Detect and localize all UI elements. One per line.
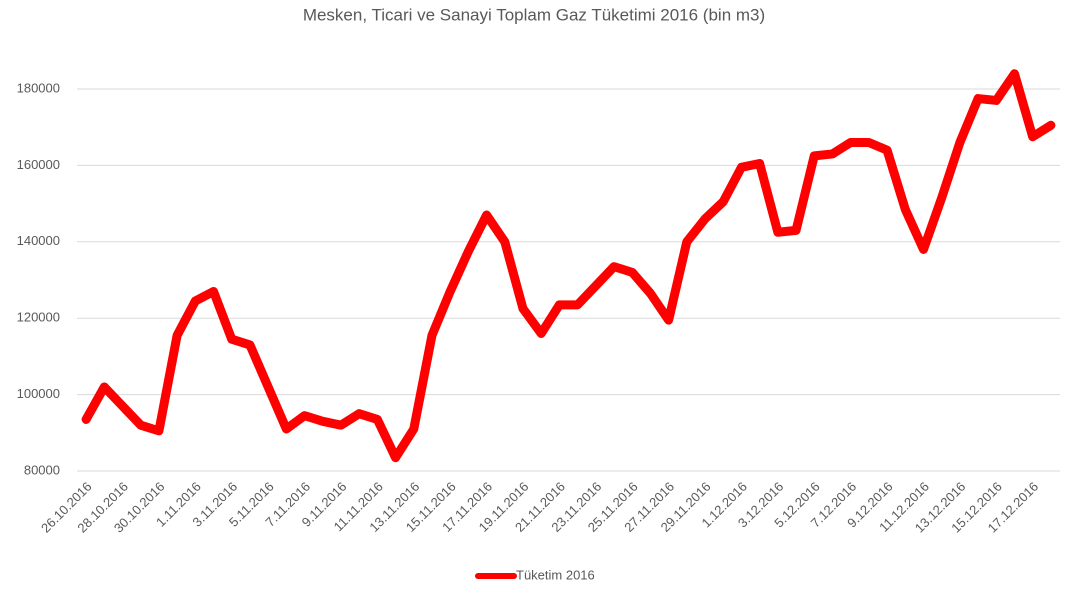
data-line xyxy=(81,69,1056,463)
y-tick-label: 140000 xyxy=(17,233,60,248)
y-tick-label: 100000 xyxy=(17,386,60,401)
chart-title: Mesken, Ticari ve Sanayi Toplam Gaz Tüke… xyxy=(303,5,765,24)
y-tick-label: 180000 xyxy=(17,80,60,95)
legend-label: Tüketim 2016 xyxy=(516,567,595,582)
y-tick-label: 80000 xyxy=(24,462,60,477)
y-tick-label: 160000 xyxy=(17,157,60,172)
y-tick-label: 120000 xyxy=(17,310,60,325)
